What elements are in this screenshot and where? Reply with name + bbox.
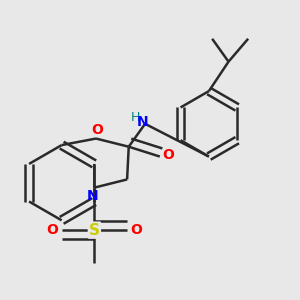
Text: N: N (87, 189, 99, 203)
Text: H: H (130, 111, 140, 124)
Text: N: N (137, 115, 148, 129)
Text: O: O (162, 148, 174, 162)
Text: S: S (89, 223, 100, 238)
Text: O: O (92, 123, 103, 137)
Text: O: O (130, 223, 142, 236)
Text: O: O (46, 223, 58, 236)
